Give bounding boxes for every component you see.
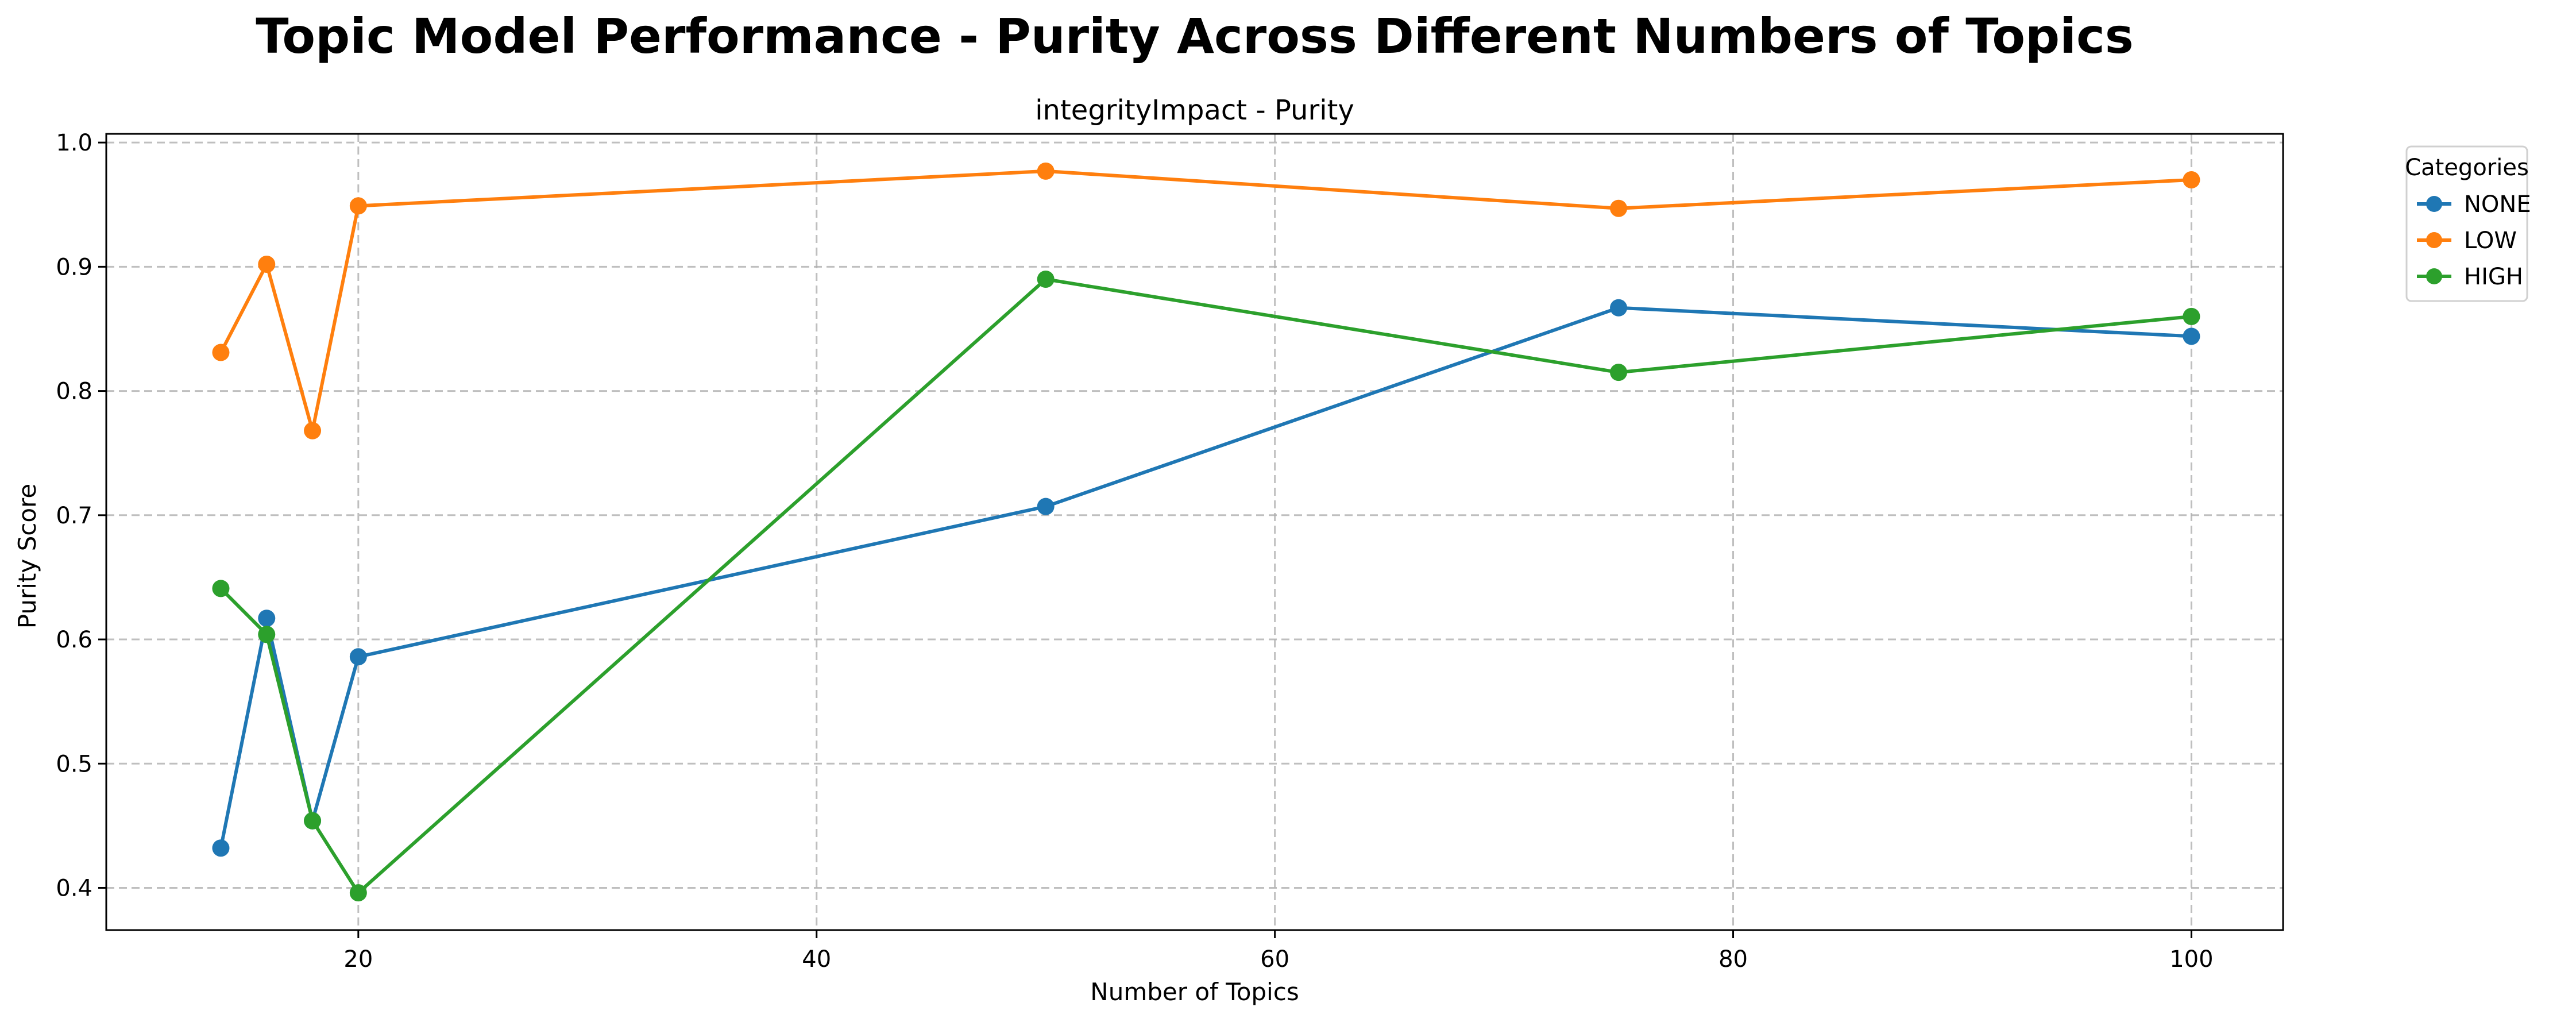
legend-label: NONE [2464,191,2531,218]
data-point-high [1037,270,1055,288]
data-point-low [1037,162,1055,180]
data-point-low [2183,171,2200,189]
series-line-none [219,306,2193,850]
data-point-low [349,197,367,215]
legend-marker [2426,232,2442,248]
x-tick-label: 60 [1260,946,1289,973]
x-tick-label: 20 [343,946,373,973]
x-tick-label: 100 [2169,946,2213,973]
data-point-high [258,626,276,643]
data-point-low [1610,199,1628,217]
plot-area [212,162,2200,902]
legend-marker [2426,196,2442,212]
x-tick-label: 40 [802,946,831,973]
y-tick-label: 0.4 [56,875,92,901]
y-tick-label: 0.6 [56,627,92,653]
data-point-none [349,648,367,666]
data-point-low [212,344,230,361]
y-tick-label: 0.9 [56,254,92,280]
grid [106,134,2283,930]
data-point-low [304,422,322,439]
chart-title: Topic Model Performance - Purity Across … [256,8,2134,64]
data-point-high [212,580,230,597]
data-point-none [212,839,230,857]
data-point-low [258,256,276,273]
data-point-none [2183,327,2200,345]
legend-label: HIGH [2464,264,2523,290]
y-tick-label: 0.7 [56,503,92,529]
data-point-high [1610,364,1628,381]
data-point-high [349,884,367,902]
data-point-none [1610,299,1628,317]
y-axis-label: Purity Score [13,484,41,628]
series-none [212,299,2200,857]
y-tick-label: 0.5 [56,751,92,777]
data-point-high [304,812,322,830]
legend-label: LOW [2464,227,2517,254]
legend-item-none: NONE [2417,191,2531,218]
axes: 20 40 60 80 100 0.4 0.5 0.6 0.7 0.8 0.9 1.0 [56,130,2284,973]
series-low [212,162,2200,439]
y-tick-label: 0.8 [56,379,92,405]
data-point-high [2183,307,2200,325]
legend-marker [2426,268,2442,284]
y-tick-label: 1.0 [56,130,92,156]
x-axis-label: Number of Topics [1090,978,1299,1006]
legend: Categories NONE LOW HIGH [2405,145,2531,302]
axes-frame [105,133,2284,931]
x-tick-label: 80 [1718,946,1748,973]
legend-item-high: HIGH [2417,264,2523,290]
series-line-high [219,277,2193,895]
series-high [212,270,2200,902]
data-point-none [1037,497,1055,515]
legend-box [2405,145,2528,302]
chart-subtitle: integrityImpact - Purity [1035,94,1354,126]
legend-title: Categories [2405,155,2529,181]
legend-item-low: LOW [2417,227,2517,254]
data-point-none [258,610,276,627]
